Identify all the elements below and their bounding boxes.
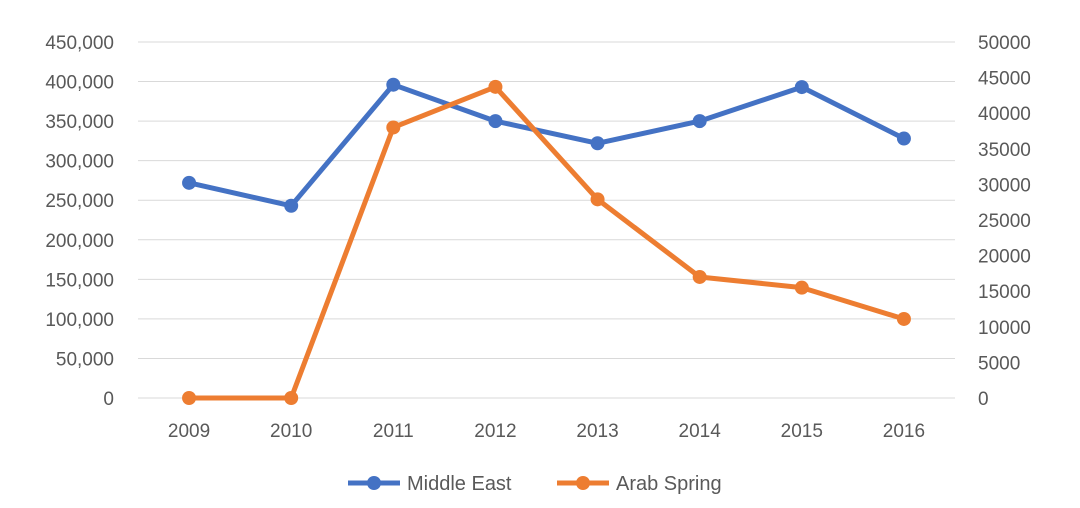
series-line-arab-spring (186, 84, 907, 401)
x-axis-tick-label: 2010 (270, 421, 312, 442)
x-axis-tick-label: 2013 (576, 421, 618, 442)
left-axis-tick-label: 400,000 (45, 73, 114, 94)
data-point-middle-east (488, 114, 503, 129)
legend-item-arab-spring: Arab Spring (557, 473, 722, 495)
legend-label-middle-east: Middle East (407, 473, 512, 495)
left-axis-tick-label: 450,000 (45, 33, 114, 54)
right-axis-tick-label: 45000 (978, 69, 1031, 90)
series-line-middle-east (186, 82, 907, 209)
data-point-arab-spring (284, 391, 299, 405)
data-point-middle-east (590, 136, 605, 151)
legend: Middle East Arab Spring (348, 473, 722, 495)
data-point-arab-spring (182, 391, 197, 405)
series-points (182, 77, 911, 405)
x-axis-tick-label: 2015 (781, 421, 823, 442)
right-axis-tick-label: 15000 (978, 282, 1031, 303)
x-axis-tick-label: 2011 (373, 421, 414, 442)
right-axis-tick-label: 30000 (978, 175, 1031, 196)
right-axis-tick-label: 0 (978, 389, 989, 410)
left-axis-tick-labels: 0 50,000 100,000 150,000 200,000 250,000 300,0… (45, 33, 114, 410)
right-axis-tick-label: 35000 (978, 140, 1031, 161)
data-point-arab-spring (692, 269, 707, 284)
gridlines (138, 41, 955, 399)
data-point-middle-east (284, 198, 299, 213)
right-axis-tick-label: 25000 (978, 211, 1031, 232)
left-axis-tick-label: 300,000 (45, 152, 114, 173)
data-point-middle-east (896, 131, 911, 146)
data-point-arab-spring (488, 79, 503, 94)
right-axis-tick-label: 50000 (978, 33, 1031, 54)
x-axis-tick-label: 2012 (474, 421, 516, 442)
right-axis-tick-label: 20000 (978, 247, 1031, 268)
data-point-middle-east (182, 175, 197, 190)
data-point-arab-spring (794, 280, 809, 295)
legend-label-arab-spring: Arab Spring (616, 473, 722, 495)
data-point-middle-east (794, 80, 809, 95)
x-axis-tick-label: 2014 (679, 421, 722, 442)
legend-item-middle-east: Middle East (348, 473, 512, 495)
x-axis-tick-labels: 2009 2010 2011 2012 2013 2014 2015 2016 (168, 421, 925, 442)
right-axis-tick-label: 5000 (978, 353, 1020, 374)
legend-marker-middle-east (367, 476, 381, 490)
data-point-arab-spring (896, 311, 911, 326)
right-axis-tick-label: 10000 (978, 318, 1031, 339)
right-axis-tick-label: 40000 (978, 104, 1031, 125)
x-axis-tick-label: 2016 (883, 421, 925, 442)
right-axis-tick-labels: 0 5000 10000 15000 20000 25000 30000 35000 40000… (978, 33, 1031, 410)
left-axis-tick-label: 0 (103, 389, 114, 410)
left-axis-tick-label: 250,000 (45, 191, 114, 212)
left-axis-tick-label: 50,000 (56, 349, 114, 370)
left-axis-tick-label: 200,000 (45, 231, 114, 252)
x-axis-tick-label: 2009 (168, 421, 210, 442)
left-axis-tick-label: 100,000 (45, 310, 114, 331)
data-point-middle-east (386, 77, 401, 92)
data-point-arab-spring (590, 192, 605, 207)
series-lines (186, 82, 907, 401)
data-point-arab-spring (386, 120, 401, 135)
legend-marker-arab-spring (576, 476, 590, 490)
data-point-middle-east (692, 114, 707, 129)
left-axis-tick-label: 150,000 (45, 270, 114, 291)
left-axis-tick-label: 350,000 (45, 112, 114, 133)
